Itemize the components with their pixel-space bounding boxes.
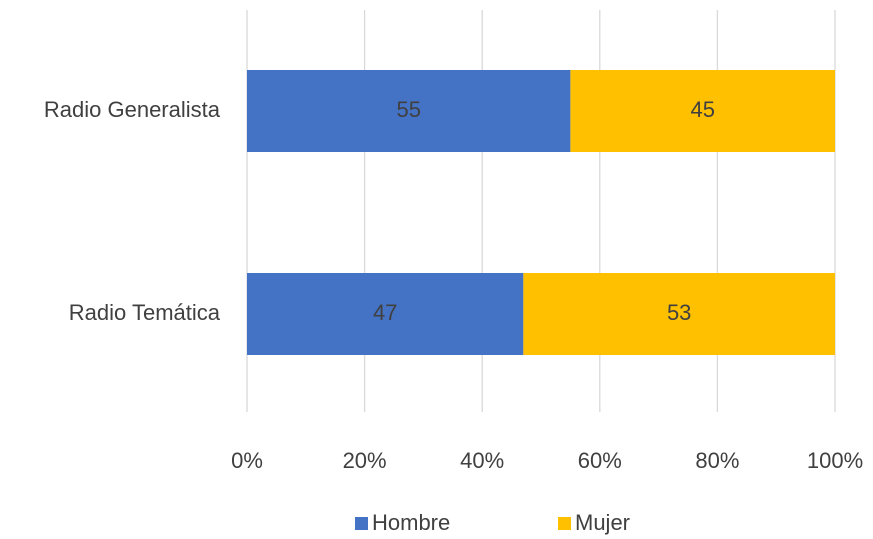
- legend-swatch: [558, 517, 571, 530]
- x-tick-label: 40%: [460, 448, 504, 473]
- data-label: 45: [690, 97, 714, 122]
- y-tick-label: Radio Generalista: [44, 97, 221, 122]
- bar-segment: [570, 70, 835, 152]
- data-label: 53: [667, 300, 691, 325]
- y-tick-label: Radio Temática: [69, 300, 221, 325]
- bar-segment: [247, 273, 524, 355]
- x-tick-label: 60%: [578, 448, 622, 473]
- x-tick-label: 0%: [231, 448, 263, 473]
- x-tick-label: 20%: [343, 448, 387, 473]
- data-label: 55: [396, 97, 420, 122]
- x-tick-label: 100%: [807, 448, 863, 473]
- data-label: 47: [373, 300, 397, 325]
- legend-swatch: [355, 517, 368, 530]
- bar-segment: [247, 70, 571, 152]
- legend-label: Hombre: [372, 510, 450, 535]
- x-tick-label: 80%: [695, 448, 739, 473]
- legend-label: Mujer: [575, 510, 630, 535]
- bar-segment: [523, 273, 835, 355]
